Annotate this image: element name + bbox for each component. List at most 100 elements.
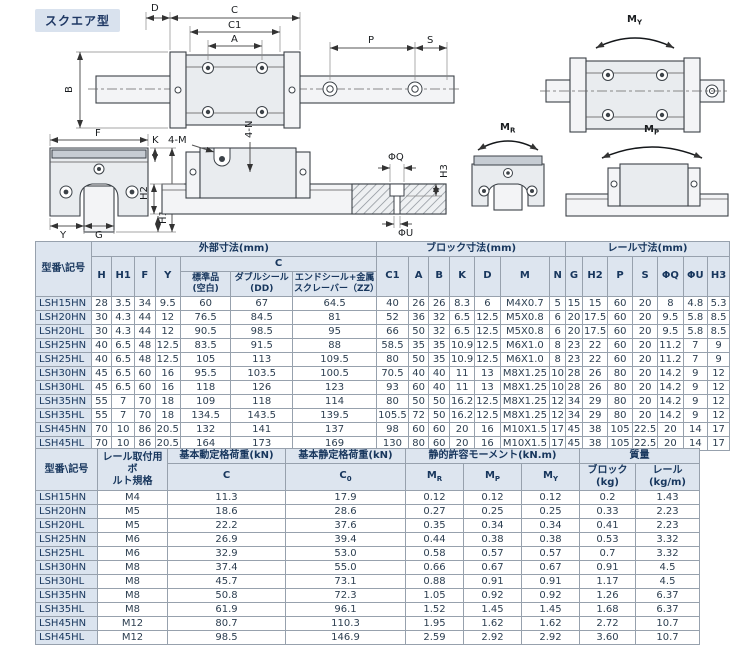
table-row: LSH30HN M8 37.4 55.0 0.66 0.67 0.67 0.91 4.5 bbox=[35, 560, 700, 575]
value-cell: 12.5 bbox=[154, 337, 181, 353]
value-cell: 50 bbox=[428, 407, 450, 423]
value-cell: 20 bbox=[631, 309, 659, 325]
m-yaw-sub: Y bbox=[552, 475, 559, 484]
value-cell: 34 bbox=[134, 295, 156, 311]
value-cell: 6 bbox=[549, 309, 567, 325]
value-cell: 18.6 bbox=[167, 504, 286, 519]
value-cell: 14 bbox=[682, 421, 709, 437]
value-cell: 118 bbox=[179, 379, 232, 395]
model-cell: LSH35HL bbox=[35, 602, 98, 617]
value-cell: 20.5 bbox=[154, 421, 181, 437]
value-cell: 16 bbox=[154, 365, 181, 381]
table-row: LSH35HN 55 7 70 18 109 118 114 80 50 50 16.2 12.5 M8X… bbox=[35, 393, 730, 409]
value-cell: 9 bbox=[707, 351, 730, 367]
value-cell: 44 bbox=[134, 309, 156, 325]
value-cell: 10.9 bbox=[448, 351, 476, 367]
value-cell: 0.44 bbox=[405, 532, 464, 547]
col-header-b: B bbox=[428, 256, 450, 297]
col-header-n: N bbox=[549, 256, 567, 297]
value-cell: 14.2 bbox=[657, 379, 684, 395]
value-cell: 40 bbox=[407, 365, 430, 381]
value-cell: 83.5 bbox=[179, 337, 232, 353]
value-cell: 16 bbox=[474, 421, 501, 437]
value-cell: 26 bbox=[581, 365, 609, 381]
value-cell: 0.92 bbox=[521, 588, 580, 603]
value-cell: 1.26 bbox=[579, 588, 636, 603]
load-ratings-table-body: LSH15HN M4 11.3 17.9 0.12 0.12 0.12 0.2 1.43 LSH2… bbox=[35, 490, 700, 645]
value-cell: 9 bbox=[682, 407, 709, 423]
value-cell: 26 bbox=[428, 295, 450, 311]
value-cell: 98.5 bbox=[230, 323, 294, 339]
value-cell: 7 bbox=[682, 337, 709, 353]
dim-label-c1: C1 bbox=[228, 20, 241, 31]
value-cell: 0.41 bbox=[579, 518, 636, 533]
value-cell: 0.27 bbox=[405, 504, 464, 519]
value-cell: M6X1.0 bbox=[499, 351, 551, 367]
table-row: LSH35HN M8 50.8 72.3 1.05 0.92 0.92 1.26 6.37 bbox=[35, 588, 700, 603]
value-cell: 1.17 bbox=[579, 574, 636, 589]
square-type-badge: スクエア型 bbox=[35, 9, 121, 32]
value-cell: 60 bbox=[179, 295, 232, 311]
value-cell: 16.2 bbox=[448, 407, 476, 423]
value-cell: 29 bbox=[581, 407, 609, 423]
value-cell: 20 bbox=[448, 435, 476, 451]
value-cell: 58.5 bbox=[376, 337, 409, 353]
model-cell: LSH30HN bbox=[35, 365, 92, 381]
value-cell: 103.5 bbox=[230, 365, 294, 381]
value-cell: 55 bbox=[90, 393, 113, 409]
value-cell: 100.5 bbox=[292, 365, 378, 381]
value-cell: 7 bbox=[682, 351, 709, 367]
value-cell: 80.7 bbox=[167, 616, 286, 631]
table-row: LSH45HL M12 98.5 146.9 2.59 2.92 2.92 3.60 10.7 bbox=[35, 630, 700, 645]
value-cell: 6 bbox=[474, 295, 501, 311]
value-cell: 38 bbox=[581, 421, 609, 437]
col-header-h: H bbox=[90, 256, 113, 297]
pitch-moment-drawing: MP bbox=[565, 124, 729, 217]
m-roll-base: M bbox=[426, 470, 437, 482]
dim-label-b: B bbox=[64, 86, 75, 93]
value-cell: 14 bbox=[682, 435, 709, 451]
value-cell: 6.5 bbox=[111, 379, 136, 395]
value-cell: M10X1.5 bbox=[499, 435, 551, 451]
value-cell: M5 bbox=[97, 504, 168, 519]
col-header-mass-block: ブロック (kg) bbox=[579, 463, 636, 491]
col-header-k: K bbox=[448, 256, 476, 297]
value-cell: 20 bbox=[657, 421, 684, 437]
value-cell: 91.5 bbox=[230, 337, 294, 353]
value-cell: 26.9 bbox=[167, 532, 286, 547]
dim-label-d: D bbox=[151, 3, 159, 14]
value-cell: 66 bbox=[376, 323, 409, 339]
value-cell: 60 bbox=[607, 323, 633, 339]
value-cell: 9 bbox=[682, 379, 709, 395]
model-cell: LSH35HL bbox=[35, 407, 92, 423]
value-cell: 0.67 bbox=[521, 560, 580, 575]
value-cell: 11 bbox=[448, 365, 476, 381]
value-cell: 14.2 bbox=[657, 407, 684, 423]
value-cell: 32 bbox=[428, 309, 450, 325]
value-cell: 6.5 bbox=[111, 365, 136, 381]
value-cell: 22 bbox=[581, 351, 609, 367]
value-cell: 13 bbox=[474, 379, 501, 395]
value-cell: 12.5 bbox=[474, 393, 501, 409]
value-cell: 1.62 bbox=[463, 616, 522, 631]
dim-label-c: C bbox=[231, 5, 238, 16]
value-cell: 169 bbox=[292, 435, 378, 451]
value-cell: 0.7 bbox=[579, 546, 636, 561]
value-cell: M6X1.0 bbox=[499, 337, 551, 353]
value-cell: 0.57 bbox=[463, 546, 522, 561]
value-cell: 30 bbox=[90, 323, 113, 339]
col-header-y: Y bbox=[154, 256, 181, 297]
moment-pitch-sub: P bbox=[654, 129, 659, 137]
value-cell: 0.33 bbox=[579, 504, 636, 519]
col-header-p: P bbox=[607, 256, 633, 297]
value-cell: 29 bbox=[581, 393, 609, 409]
value-cell: 20 bbox=[631, 323, 659, 339]
value-cell: 12 bbox=[154, 309, 181, 325]
value-cell: 14.2 bbox=[657, 365, 684, 381]
value-cell: 132 bbox=[179, 421, 232, 437]
value-cell: M6 bbox=[97, 532, 168, 547]
value-cell: M10X1.5 bbox=[499, 421, 551, 437]
dim-label-4m: 4-M bbox=[168, 135, 187, 146]
model-cell: LSH20HN bbox=[35, 309, 92, 325]
